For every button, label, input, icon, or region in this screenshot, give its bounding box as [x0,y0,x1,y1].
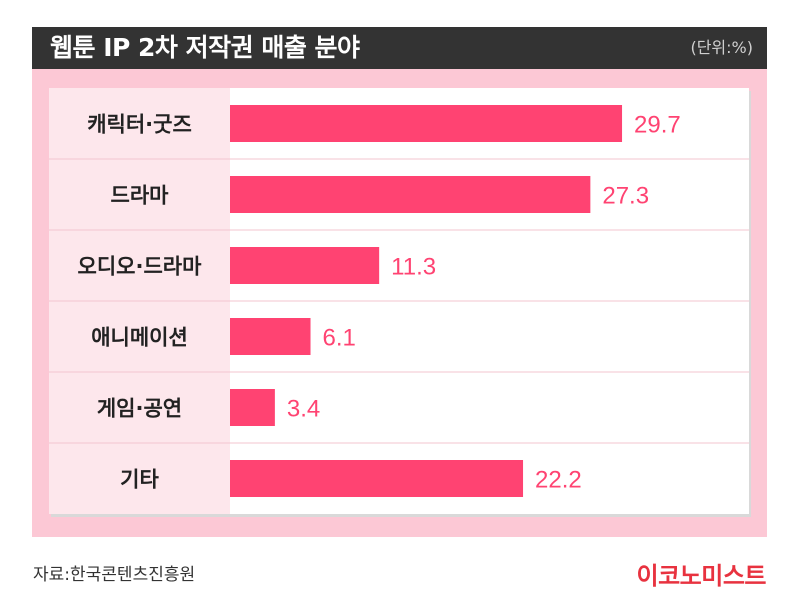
category-label: 기타 [120,468,159,492]
category-label: 오디오·드라마 [78,255,203,279]
bar [230,389,275,426]
category-label: 드라마 [111,184,170,208]
bar [230,247,380,284]
category-label: 캐릭터·굿즈 [87,113,192,137]
value-label: 3.4 [287,396,320,423]
bar-chart-svg: 캐릭터·굿즈 29.7 드라마 27.3 오디오·드라마 11.3 애니메이션 6.1 게임·공… [49,88,749,514]
bar [230,318,311,355]
value-label: 6.1 [323,325,356,352]
category-label: 애니메이션 [91,326,188,350]
value-label: 11.3 [391,254,436,281]
bar [230,176,591,213]
brand-logo: 이코노미스트 [636,562,767,590]
chart-title: 웹툰 IP 2차 저작권 매출 분야 [50,33,360,62]
value-label: 29.7 [634,112,681,139]
title-bar: 웹툰 IP 2차 저작권 매출 분야 (단위:%) [32,27,767,69]
category-label: 게임·공연 [97,397,182,421]
source-note: 자료:한국콘텐츠진흥원 [33,565,196,585]
bar [230,460,524,497]
bar [230,105,623,142]
bar-chart: 캐릭터·굿즈 29.7 드라마 27.3 오디오·드라마 11.3 애니메이션 6.1 게임·공… [49,88,749,514]
unit-label: (단위:%) [690,38,753,57]
value-label: 22.2 [535,467,582,494]
value-label: 27.3 [602,183,649,210]
